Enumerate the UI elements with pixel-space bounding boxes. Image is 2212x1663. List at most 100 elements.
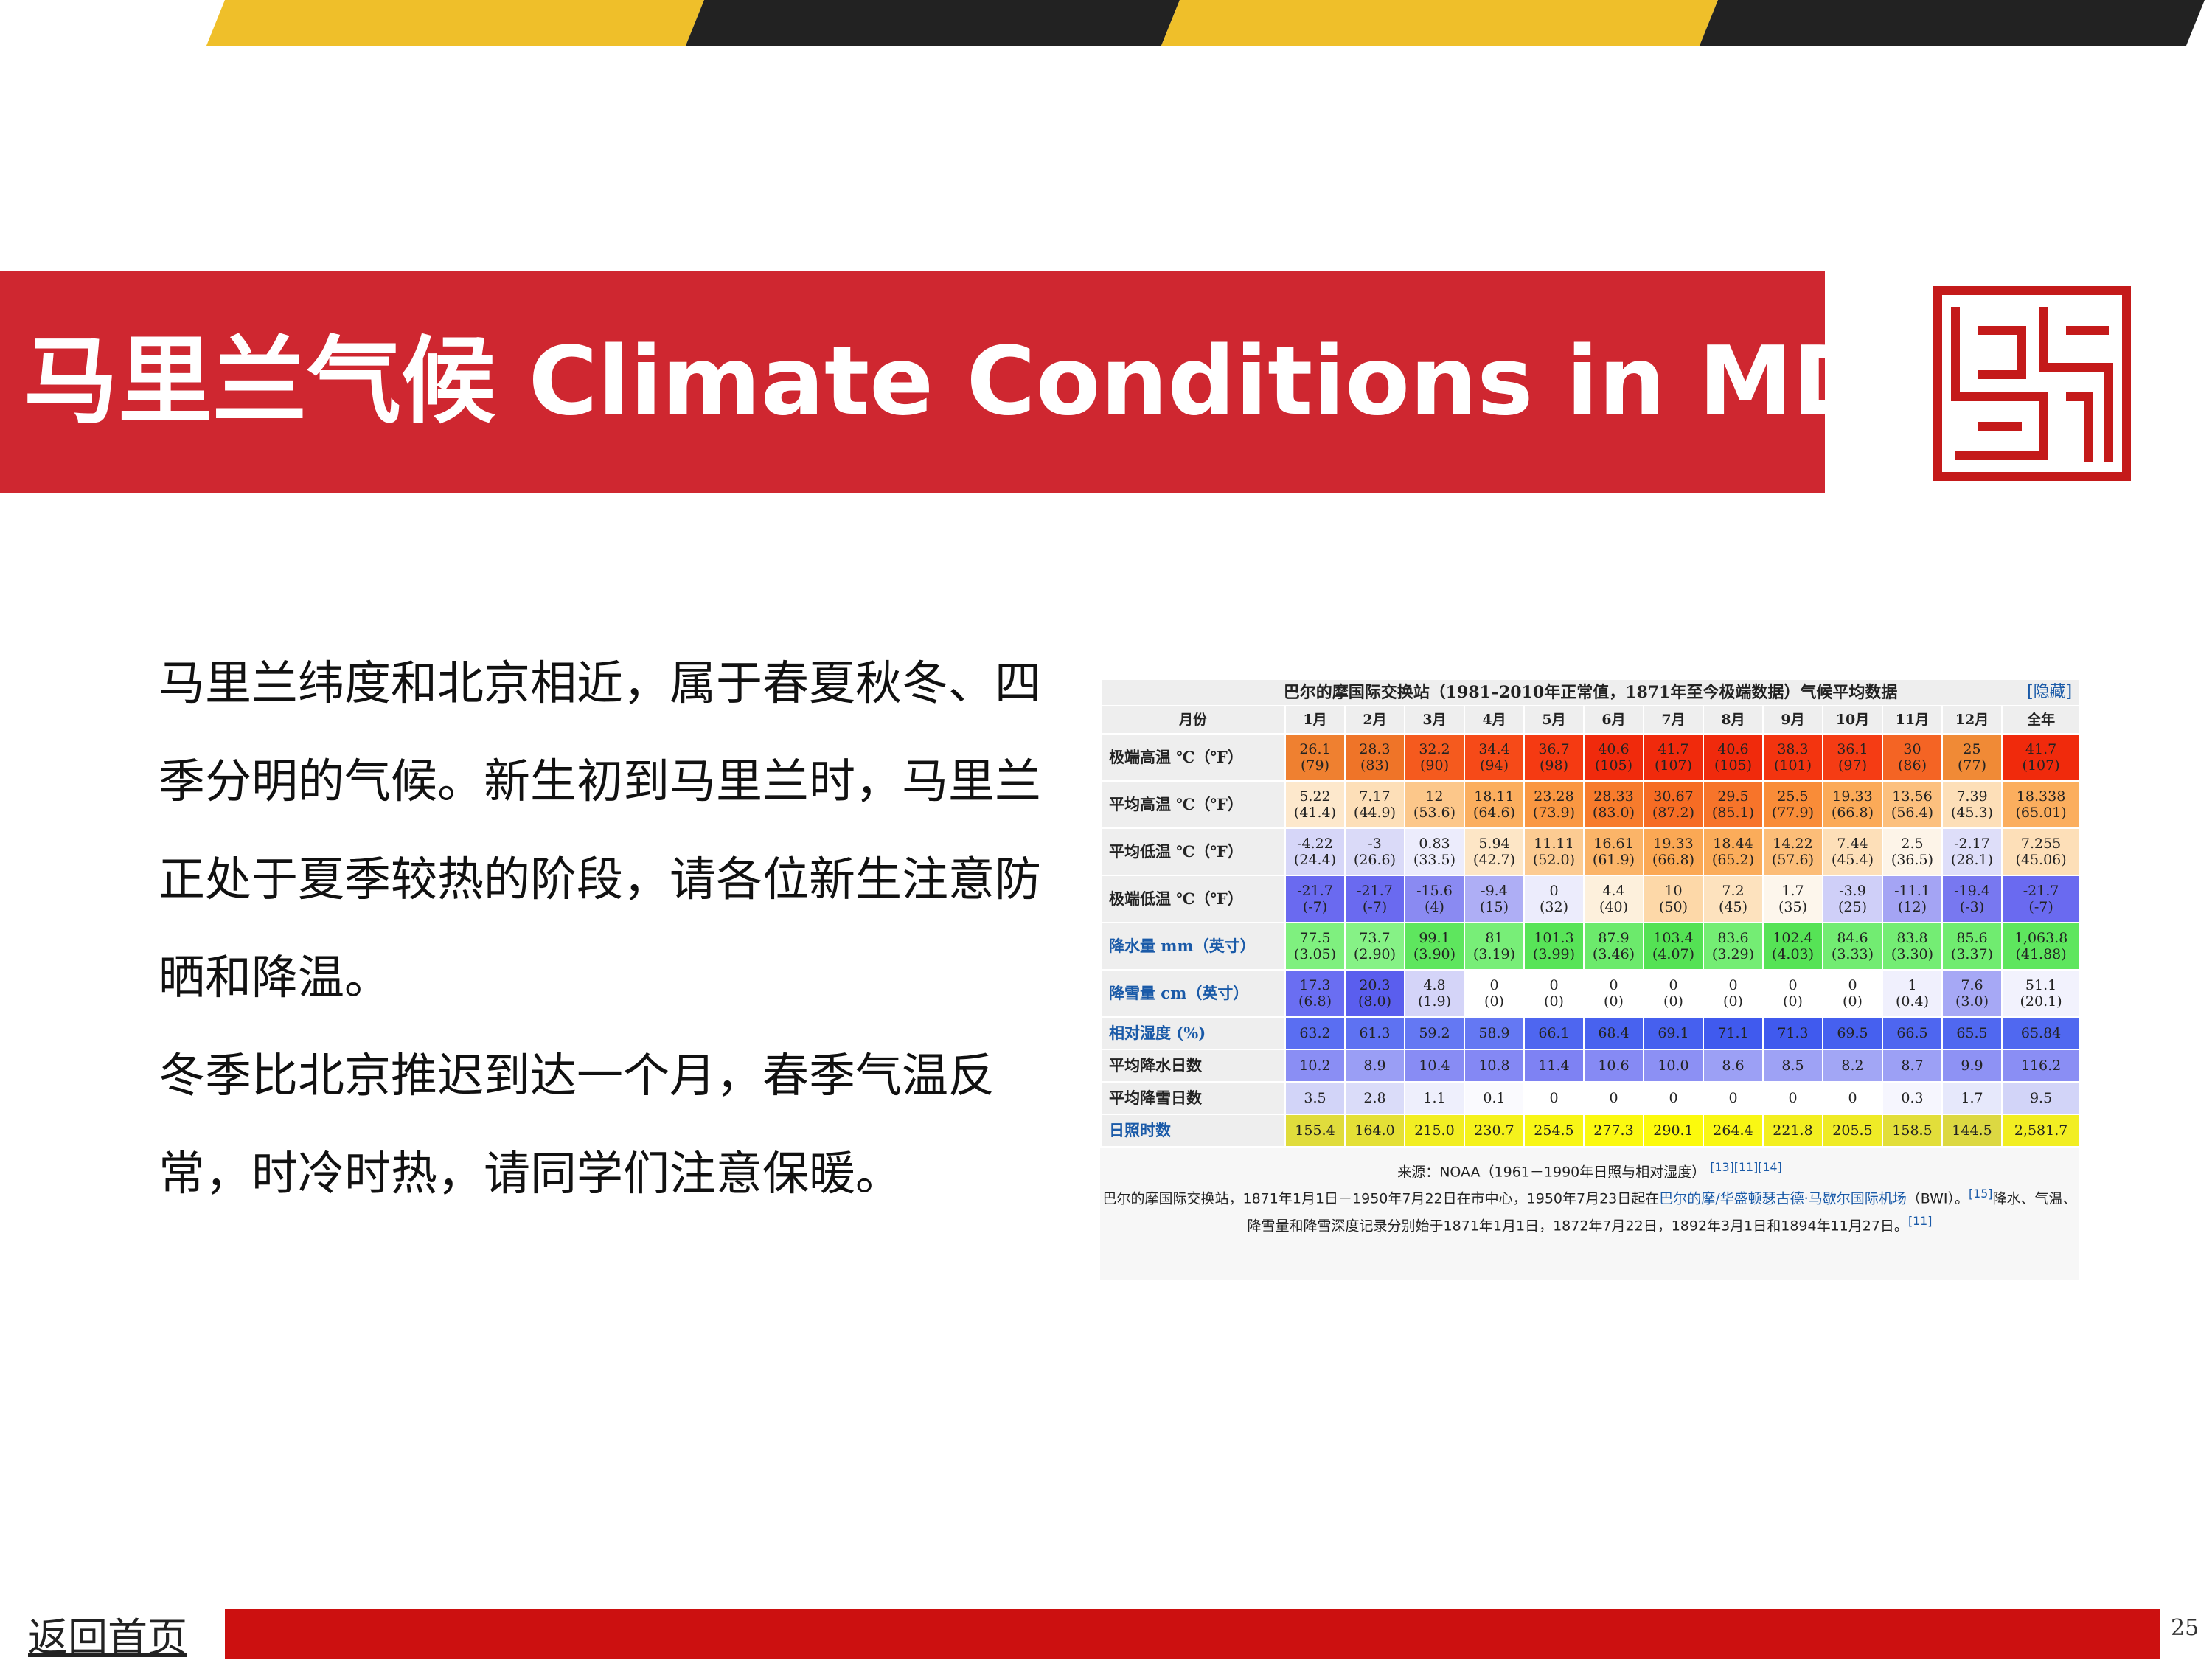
table-cell: 19.33 (66.8): [1643, 827, 1704, 876]
cell-subvalue: (50): [1658, 899, 1688, 915]
cell-value: 87.9: [1598, 930, 1630, 946]
header-month: 全年: [2000, 705, 2081, 735]
cell-value: 5.22: [1299, 788, 1331, 805]
cell-value: 18.44: [1713, 836, 1753, 852]
cell-value: 0: [1609, 977, 1618, 993]
table-cell: 205.5: [1822, 1114, 1883, 1148]
header-month: 7月: [1643, 705, 1704, 735]
cell-subvalue: (4.03): [1771, 946, 1815, 962]
seal-logo-icon: [1933, 286, 2131, 481]
table-cell: -15.6 (4): [1404, 875, 1465, 923]
cell-subvalue: (-7): [2028, 899, 2053, 915]
cell-subvalue: (107): [1654, 757, 1693, 774]
note-ref-15[interactable]: [15]: [1968, 1187, 1993, 1201]
cell-value: -21.7: [1357, 883, 1393, 899]
table-cell: 7.255 (45.06): [2000, 827, 2081, 876]
table-cell: 32.2 (90): [1404, 733, 1465, 782]
table-cell: 83.8 (3.30): [1882, 922, 1943, 971]
cell-subvalue: (0): [1843, 993, 1863, 1010]
cell-subvalue: (42.7): [1472, 852, 1516, 868]
note-ref-11[interactable]: [11]: [1907, 1213, 1933, 1228]
cell-subvalue: (3.90): [1413, 946, 1456, 962]
airport-link[interactable]: 巴尔的摩/华盛顿瑟古德·马歇尔国际机场: [1659, 1190, 1907, 1207]
note-part3: 降水、气温、降雪量和降雪深度记录分别始于1871年1月1日，1872年7月22日…: [1247, 1190, 2077, 1234]
cell-subvalue: (3.05): [1293, 946, 1337, 962]
table-cell: 84.6 (3.33): [1822, 922, 1883, 971]
page-number: 25: [2171, 1615, 2199, 1641]
cell-value: 81: [1485, 930, 1503, 946]
cell-value: 0: [1489, 977, 1499, 993]
cell-value: 2.5: [1901, 836, 1924, 852]
table-cell: 158.5: [1882, 1114, 1943, 1148]
table-cell: 116.2: [2000, 1049, 2081, 1083]
table-cell: 155.4: [1284, 1114, 1346, 1148]
footer-bar: [225, 1609, 2160, 1659]
note-part2: （BWI）。: [1906, 1190, 1969, 1207]
cell-subvalue: (-3): [1959, 899, 1985, 915]
source-line: 来源：NOAA（1961－1990年日照与相对湿度）: [1397, 1164, 1706, 1181]
table-row: 极端高温 ℃（℉） 26.1 (79) 28.3 (83) 32.2 (90) 34.4 (94…: [1100, 733, 2081, 782]
row-label[interactable]: 降雪量 cm（英寸）: [1100, 969, 1286, 1018]
table-cell: 8.5: [1762, 1049, 1823, 1083]
table-cell: 12 (53.6): [1404, 780, 1465, 829]
cell-subvalue: (65.01): [2015, 805, 2067, 821]
cell-subvalue: (3.99): [1532, 946, 1576, 962]
table-cell: 221.8: [1762, 1114, 1823, 1148]
table-cell: 0 (0): [1464, 969, 1525, 1018]
table-cell: 10.8: [1464, 1049, 1525, 1083]
cell-subvalue: (90): [1419, 757, 1449, 774]
table-cell: 215.0: [1404, 1114, 1465, 1148]
cell-value: -3: [1368, 836, 1382, 852]
table-cell: 19.33 (66.8): [1822, 780, 1883, 829]
cell-value: -15.6: [1416, 883, 1453, 899]
table-cell: 73.7 (2.90): [1344, 922, 1405, 971]
cell-subvalue: (52.0): [1532, 852, 1576, 868]
row-label: 平均高温 ℃（℉）: [1100, 780, 1286, 829]
cell-value: 0: [1669, 977, 1678, 993]
table-cell: 40.6 (105): [1583, 733, 1644, 782]
cell-value: -3.9: [1839, 883, 1866, 899]
cell-subvalue: (101): [1773, 757, 1812, 774]
table-cell: 81 (3.19): [1464, 922, 1525, 971]
table-cell: 0 (32): [1523, 875, 1585, 923]
table-cell: 0 (0): [1583, 969, 1644, 1018]
table-cell: 3.5: [1284, 1081, 1346, 1115]
table-cell: 38.3 (101): [1762, 733, 1823, 782]
table-cell: 1.1: [1404, 1081, 1465, 1115]
header-month: 10月: [1822, 705, 1883, 735]
table-cell: 71.1: [1703, 1016, 1764, 1050]
cell-subvalue: (0): [1484, 993, 1504, 1010]
cell-subvalue: (1.9): [1417, 993, 1452, 1010]
table-cell: 99.1 (3.90): [1404, 922, 1465, 971]
cell-subvalue: (3.33): [1831, 946, 1874, 962]
row-label[interactable]: 日照时数: [1100, 1114, 1286, 1148]
table-cell: 8.6: [1703, 1049, 1764, 1083]
table-row: 平均降水日数 10.2 8.9 10.4 10.8 11.4 10.6 10.0 8.6 8.5 8…: [1100, 1049, 2081, 1083]
home-link[interactable]: 返回首页: [28, 1614, 187, 1661]
cell-subvalue: (87.2): [1652, 805, 1695, 821]
table-cell: 102.4 (4.03): [1762, 922, 1823, 971]
hide-link[interactable]: [隐藏]: [2027, 683, 2073, 701]
row-label[interactable]: 相对湿度 (%): [1100, 1016, 1286, 1050]
cell-value: 36.7: [1538, 741, 1570, 757]
row-label[interactable]: 降水量 mm（英寸）: [1100, 922, 1286, 971]
cell-subvalue: (12): [1897, 899, 1927, 915]
cell-value: 0: [1549, 977, 1559, 993]
cell-subvalue: (0): [1783, 993, 1803, 1010]
cell-value: 7.17: [1359, 788, 1391, 805]
table-cell: 85.6 (3.37): [1941, 922, 2003, 971]
table-cell: 0: [1822, 1081, 1883, 1115]
cell-value: -21.7: [1297, 883, 1333, 899]
header-month: 9月: [1762, 705, 1823, 735]
cell-value: -2.17: [1954, 836, 1990, 852]
table-cell: 28.3 (83): [1344, 733, 1405, 782]
cell-subvalue: (105): [1594, 757, 1633, 774]
cell-value: 7.255: [2020, 836, 2062, 852]
table-cell: 5.94 (42.7): [1464, 827, 1525, 876]
title-bar: 马里兰气候 Climate Conditions in MD: [0, 271, 1871, 493]
climate-table: 巴尔的摩国际交换站（1981–2010年正常值，1871年至今极端数据）气候平均…: [1099, 678, 2081, 1148]
source-refs[interactable]: [13][11][14]: [1710, 1160, 1782, 1174]
table-cell: 10 (50): [1643, 875, 1704, 923]
cell-value: 4.4: [1602, 883, 1625, 899]
table-cell: 10.4: [1404, 1049, 1465, 1083]
